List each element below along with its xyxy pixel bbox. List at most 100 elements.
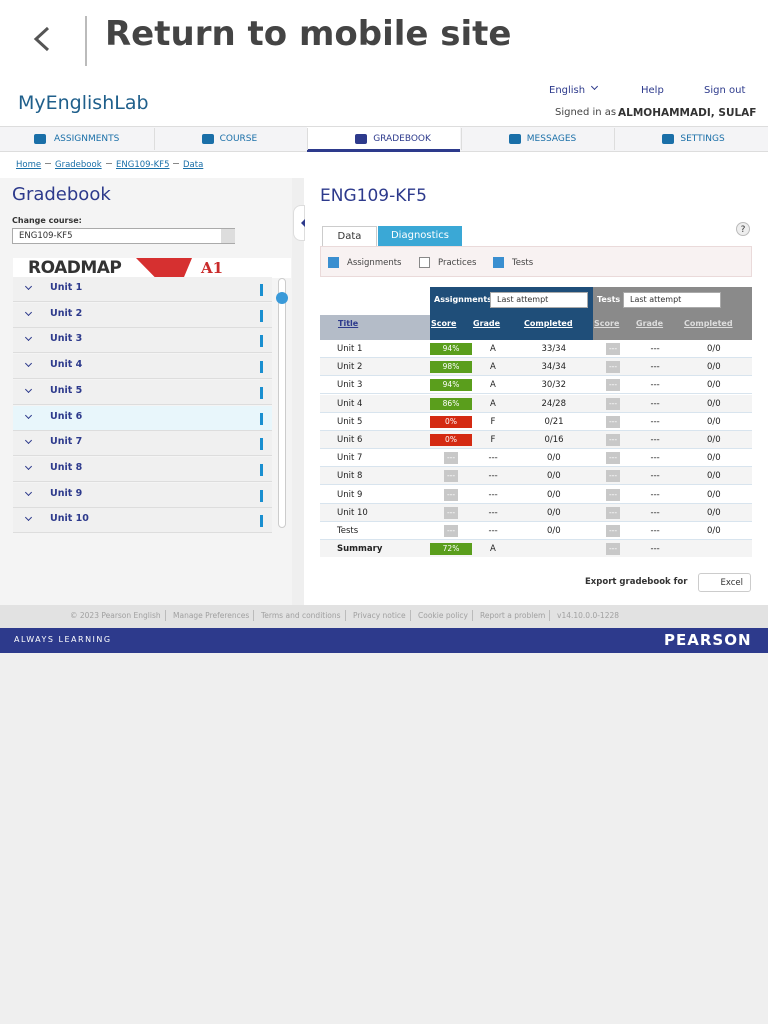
- nav-item[interactable]: SETTINGS: [680, 134, 725, 144]
- breadcrumb-link[interactable]: Gradebook: [55, 160, 102, 170]
- column-header[interactable]: Completed: [684, 319, 733, 328]
- table-cell: ---: [650, 526, 660, 536]
- table-cell: 0/0: [707, 416, 721, 427]
- row-title: Unit 6: [337, 435, 363, 445]
- row-title: Unit 5: [337, 416, 363, 427]
- score-badge: 94%: [430, 379, 472, 392]
- column-header[interactable]: Grade: [473, 319, 501, 328]
- tab-diagnostics[interactable]: Diagnostics: [378, 226, 462, 246]
- table-cell: 0/0: [707, 453, 721, 464]
- level: A1: [201, 259, 224, 277]
- checkbox[interactable]: [493, 257, 504, 268]
- unit-row[interactable]: [13, 379, 272, 405]
- breadcrumb-link[interactable]: ENG109-KF5: [116, 160, 170, 170]
- table-cell: ---: [650, 544, 660, 555]
- nav-item[interactable]: GRADEBOOK: [373, 134, 431, 144]
- table-cell: ---: [650, 344, 660, 354]
- footer-link[interactable]: Report a problem: [480, 611, 546, 620]
- unit-bar: [260, 284, 263, 296]
- attempt-tests[interactable]: Last attempt: [623, 292, 721, 308]
- footer-link[interactable]: Privacy notice: [353, 611, 406, 620]
- unit-row[interactable]: [13, 508, 272, 534]
- row-title: Tests: [337, 526, 359, 536]
- breadcrumb-arrow: [106, 163, 112, 164]
- score-badge: 94%: [430, 343, 472, 355]
- sign-out[interactable]: Sign out: [704, 85, 746, 96]
- table-row: [320, 340, 752, 358]
- table-row: [320, 431, 752, 449]
- filter-bar: [320, 246, 752, 277]
- unit-bar: [260, 438, 263, 451]
- footer-link[interactable]: Manage Preferences: [173, 611, 250, 620]
- group-assignments: Assignments: [434, 295, 492, 304]
- nav-icon: [201, 134, 214, 144]
- column-header[interactable]: Score: [431, 319, 457, 328]
- sidebar-scroll: [278, 278, 286, 528]
- table-cell: 0/0: [707, 526, 721, 536]
- table-cell: ---: [650, 416, 660, 427]
- score-badge: ---: [444, 488, 458, 501]
- scroll-thumb[interactable]: [276, 292, 288, 304]
- footer-sep: [253, 610, 254, 621]
- unit-row[interactable]: [13, 328, 272, 354]
- unit-row[interactable]: [13, 431, 272, 457]
- nav-divider: [307, 128, 309, 150]
- checkbox[interactable]: [328, 257, 339, 268]
- column-header[interactable]: Grade: [636, 319, 664, 328]
- unit-row[interactable]: [13, 277, 272, 302]
- course-select[interactable]: ENG109-KF5: [12, 228, 235, 244]
- score-badge: 72%: [430, 543, 472, 556]
- tab-data[interactable]: Data: [322, 226, 377, 246]
- breadcrumb-arrow: [173, 163, 179, 164]
- export-button[interactable]: Excel: [698, 573, 751, 592]
- help-link[interactable]: Help: [641, 85, 664, 96]
- nav-divider: [153, 128, 155, 150]
- footer-sep: [549, 610, 550, 621]
- table-row: [320, 485, 752, 504]
- table-cell: A: [490, 362, 496, 373]
- unit-row[interactable]: [13, 405, 272, 431]
- unit-row[interactable]: [13, 482, 272, 508]
- nav-item[interactable]: ASSIGNMENTS: [54, 134, 120, 144]
- breadcrumb-link[interactable]: Home: [16, 160, 42, 170]
- row-title: Unit 4: [337, 398, 363, 409]
- column-header[interactable]: Score: [594, 319, 620, 328]
- nav-item[interactable]: COURSE: [219, 134, 258, 144]
- footer-link[interactable]: v14.10.0.0-1228: [557, 611, 620, 620]
- divider: [85, 16, 87, 66]
- score-badge: ---: [606, 343, 620, 355]
- score-badge: ---: [606, 543, 620, 556]
- footer-sep: [345, 610, 346, 621]
- top-bar-title[interactable]: Return to mobile site: [105, 14, 512, 54]
- unit-title: Unit 9: [50, 487, 83, 499]
- unit-title: Unit 6: [50, 410, 83, 422]
- language[interactable]: English: [549, 85, 586, 96]
- checkbox[interactable]: [419, 257, 430, 268]
- attempt-assignments[interactable]: Last attempt: [490, 292, 588, 308]
- nav-divider: [460, 128, 462, 150]
- logo: MyEnglishLab: [18, 92, 149, 114]
- footer-link[interactable]: Cookie policy: [418, 611, 468, 620]
- column-header[interactable]: Completed: [524, 319, 573, 328]
- unit-bar: [260, 489, 263, 502]
- unit-row[interactable]: [13, 456, 272, 482]
- breadcrumb-arrow: [45, 163, 51, 164]
- breadcrumb-link[interactable]: Data: [183, 160, 204, 170]
- unit-title: Unit 7: [50, 436, 83, 448]
- row-title: Unit 1: [337, 344, 363, 354]
- help-icon[interactable]: ?: [736, 222, 750, 236]
- title-head-bg: [320, 315, 430, 340]
- footer-link[interactable]: Terms and conditions: [261, 611, 341, 620]
- column-header[interactable]: Title: [338, 319, 359, 328]
- nav-item[interactable]: MESSAGES: [526, 134, 577, 144]
- unit-row[interactable]: [13, 302, 272, 328]
- back-arrow[interactable]: [30, 24, 54, 54]
- user-name: ALMOHAMMADI, SULAF: [618, 107, 757, 119]
- row-title: Unit 8: [337, 471, 363, 482]
- filter-label: Practices: [438, 258, 477, 268]
- table-cell: A: [490, 344, 496, 354]
- unit-bar: [260, 335, 263, 348]
- table-cell: 24/28: [541, 398, 567, 409]
- score-badge: ---: [444, 452, 458, 465]
- unit-row[interactable]: [13, 354, 272, 380]
